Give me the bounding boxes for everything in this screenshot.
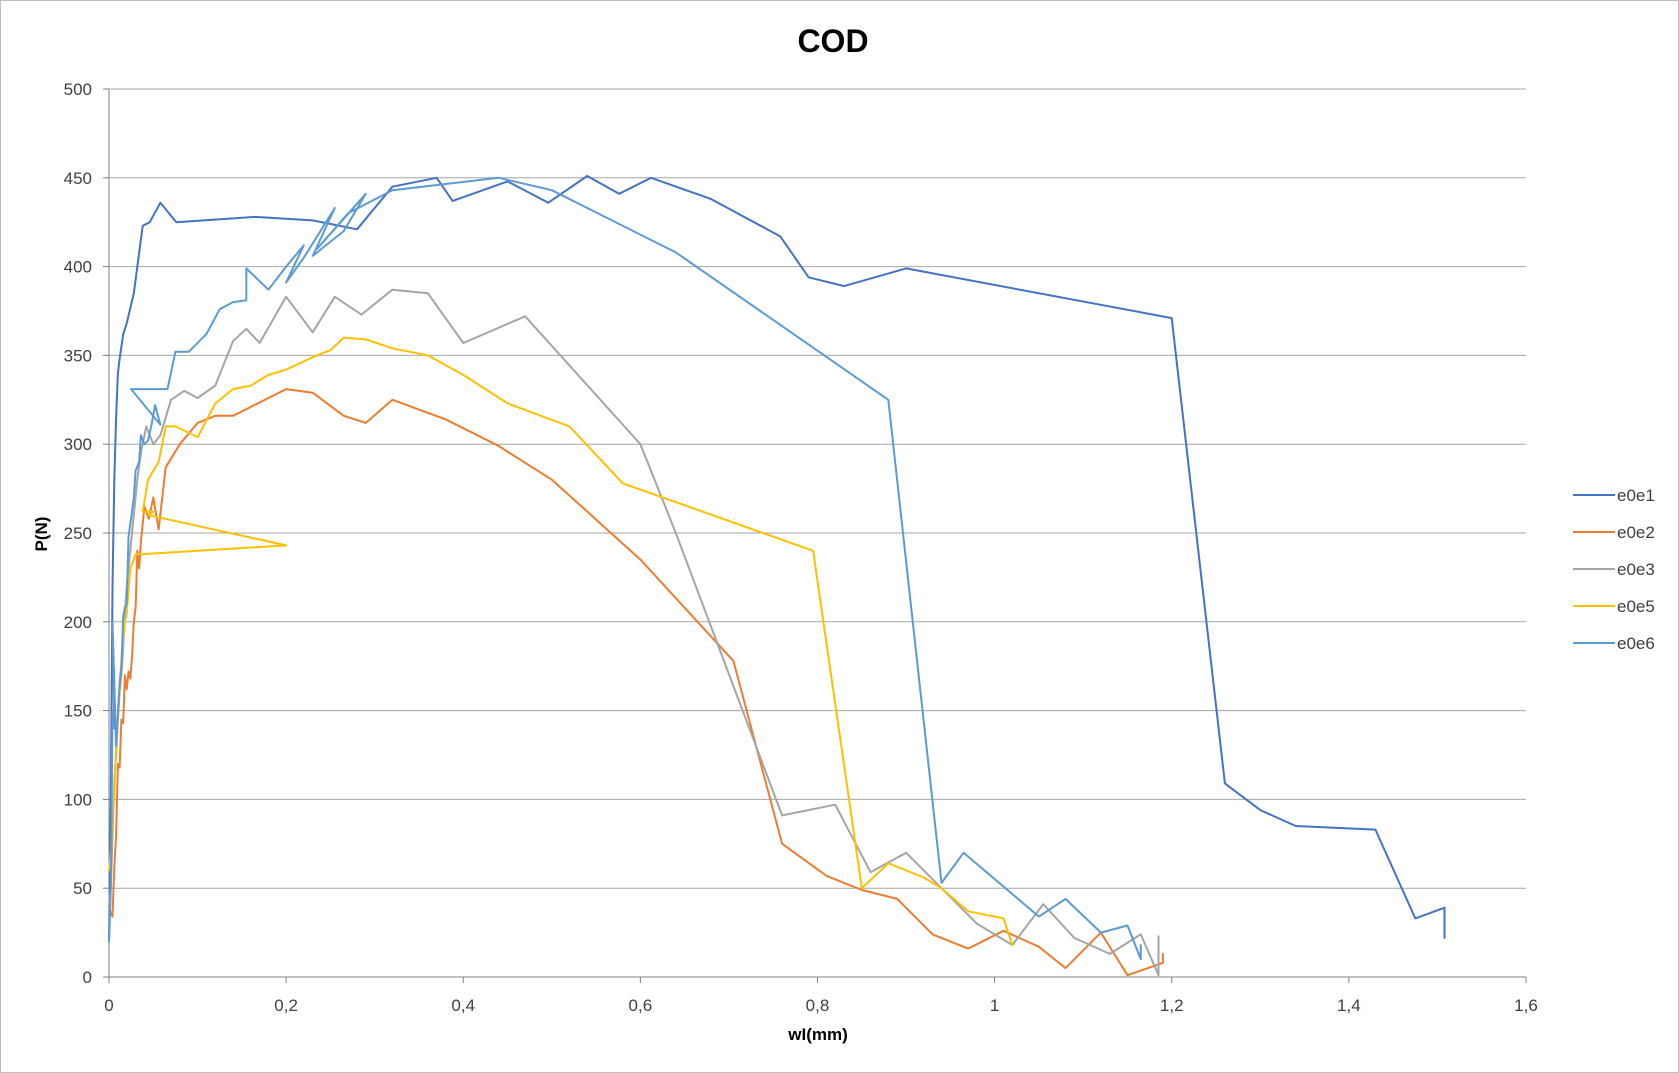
legend-item-e0e5: e0e5 (1573, 597, 1655, 616)
x-tick-label: 1 (990, 996, 999, 1015)
y-tick-labels: 0 50 100 150 200 250 300 350 400 450 500 (64, 80, 92, 987)
y-tick-label: 150 (64, 702, 92, 721)
legend-item-e0e1: e0e1 (1573, 486, 1655, 505)
x-tick-label: 1,4 (1337, 996, 1361, 1015)
legend-item-e0e3: e0e3 (1573, 560, 1655, 579)
y-axis-title: P(N) (32, 517, 51, 552)
legend: e0e1 e0e2 e0e3 e0e5 e0e6 (1573, 486, 1655, 653)
series-lines (108, 175, 1446, 977)
x-tick-labels: 0 0,2 0,4 0,6 0,8 1 1,2 1,4 1,6 (104, 996, 1538, 1015)
series-line-e0e1 (108, 175, 1446, 943)
gridlines (109, 88, 1526, 889)
series-line-e0e5 (108, 336, 1014, 946)
y-tick-label: 250 (64, 524, 92, 543)
legend-label: e0e2 (1617, 523, 1655, 542)
series-line-e0e3 (108, 288, 1160, 977)
y-tick-label: 100 (64, 790, 92, 809)
y-tick-label: 400 (64, 258, 92, 277)
x-tick-label: 1,2 (1160, 996, 1184, 1015)
x-tick-label: 0,2 (274, 996, 298, 1015)
axes (103, 88, 1527, 983)
y-tick-label: 450 (64, 169, 92, 188)
legend-item-e0e6: e0e6 (1573, 634, 1655, 653)
x-tick-label: 0,4 (451, 996, 475, 1015)
legend-label: e0e6 (1617, 634, 1655, 653)
x-axis-title: wI(mm) (787, 1025, 848, 1044)
y-tick-label: 350 (64, 346, 92, 365)
legend-item-e0e2: e0e2 (1573, 523, 1655, 542)
y-tick-label: 300 (64, 435, 92, 454)
x-tick-label: 0,8 (806, 996, 830, 1015)
x-tick-label: 1,6 (1514, 996, 1538, 1015)
legend-label: e0e3 (1617, 560, 1655, 579)
chart-title: COD (797, 23, 868, 59)
x-tick-label: 0 (104, 996, 113, 1015)
series-line-e0e2 (108, 388, 1164, 977)
legend-label: e0e1 (1617, 486, 1655, 505)
y-tick-label: 50 (73, 879, 92, 898)
y-tick-label: 0 (83, 968, 92, 987)
y-tick-label: 500 (64, 80, 92, 99)
series-line-e0e6 (108, 176, 1142, 961)
legend-label: e0e5 (1617, 597, 1655, 616)
y-tick-label: 200 (64, 613, 92, 632)
x-tick-label: 0,6 (629, 996, 653, 1015)
